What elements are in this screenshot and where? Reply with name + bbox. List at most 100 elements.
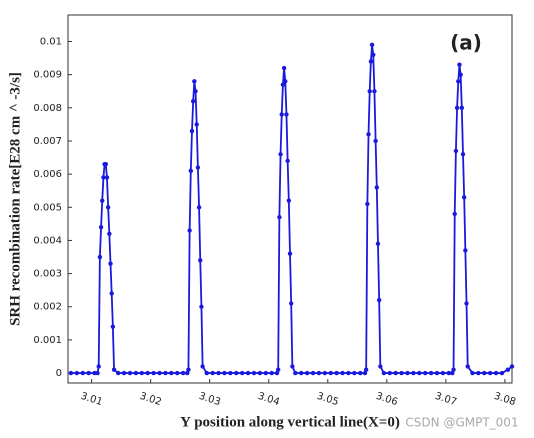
data-point <box>274 370 280 376</box>
data-point <box>428 370 434 376</box>
data-point <box>210 370 215 376</box>
y-tick-label: 0 <box>56 368 62 379</box>
data-point <box>257 370 263 376</box>
data-point <box>97 254 103 260</box>
data-point <box>487 370 493 376</box>
data-point <box>456 79 461 84</box>
data-point <box>464 301 469 306</box>
data-point <box>450 370 455 376</box>
y-tick-label: 0.001 <box>33 335 62 346</box>
data-point <box>169 370 174 376</box>
data-point <box>367 89 372 94</box>
data-point <box>222 370 227 376</box>
data-point <box>476 370 481 376</box>
data-point <box>103 161 108 167</box>
data-point <box>145 370 150 376</box>
data-point <box>101 175 106 180</box>
data-point <box>109 291 114 296</box>
data-point <box>80 370 85 376</box>
data-point <box>509 364 515 369</box>
data-point <box>285 158 290 164</box>
data-point <box>368 59 374 64</box>
data-point <box>139 370 145 376</box>
data-point <box>180 370 186 376</box>
data-point <box>451 367 456 372</box>
data-point <box>74 370 80 376</box>
x-tick-label: 3.07 <box>433 391 458 408</box>
data-point <box>362 370 368 376</box>
x-tick-label: 3.05 <box>315 391 340 408</box>
y-tick-label: 0.003 <box>33 269 62 280</box>
data-point <box>195 165 201 170</box>
watermark: CSDN @GMPT_001 <box>405 416 518 430</box>
x-tick-label: 3.06 <box>374 391 399 408</box>
x-tick-label: 3.03 <box>197 391 222 408</box>
data-point <box>505 367 511 372</box>
data-point <box>365 201 370 207</box>
data-point <box>68 370 74 376</box>
data-point <box>188 168 194 174</box>
data-point <box>499 370 505 376</box>
data-point <box>127 370 133 376</box>
data-point <box>358 370 363 376</box>
data-point <box>293 370 298 376</box>
data-point <box>440 370 446 376</box>
data-point <box>107 231 112 237</box>
data-point <box>482 370 487 376</box>
data-point <box>287 251 293 256</box>
data-point <box>269 370 274 376</box>
data-point <box>458 72 463 77</box>
data-point <box>316 370 322 376</box>
data-point <box>281 65 287 71</box>
x-tick-label: 3.04 <box>256 391 281 408</box>
data-point <box>157 370 162 376</box>
x-tick-label: 3.01 <box>79 391 104 408</box>
data-point <box>346 370 351 376</box>
data-point <box>115 370 121 376</box>
data-point <box>286 198 292 203</box>
data-point <box>423 370 428 376</box>
data-point <box>216 370 221 376</box>
data-point <box>175 370 180 376</box>
data-point <box>405 370 410 376</box>
data-point <box>251 370 257 376</box>
data-point <box>283 79 288 84</box>
y-tick-label: 0.008 <box>33 103 62 114</box>
data-point <box>322 370 328 376</box>
data-point <box>193 89 198 94</box>
x-tick-label: 3.02 <box>138 391 163 408</box>
data-point <box>277 215 282 220</box>
data-point <box>280 82 286 87</box>
data-point <box>470 370 475 376</box>
data-point <box>204 370 209 376</box>
y-tick-label: 0.01 <box>40 37 62 48</box>
x-tick-label: 3.08 <box>492 391 517 408</box>
data-point <box>228 370 233 376</box>
data-point <box>185 370 190 376</box>
data-point <box>98 224 104 230</box>
data-point <box>375 241 381 246</box>
data-point <box>373 138 378 144</box>
data-point <box>465 364 470 369</box>
x-axis-title: Y position along vertical line(X=0) <box>180 414 400 430</box>
data-point <box>454 105 460 111</box>
data-point <box>352 370 357 376</box>
data-point <box>387 370 392 376</box>
data-point <box>279 112 284 117</box>
data-point <box>110 324 116 329</box>
data-point <box>121 370 127 376</box>
data-point <box>310 370 316 376</box>
data-point <box>86 370 91 376</box>
data-point <box>278 152 283 157</box>
y-tick-label: 0.006 <box>33 169 62 180</box>
data-point <box>381 370 387 376</box>
data-point <box>434 370 440 376</box>
data-point <box>105 205 111 210</box>
data-point <box>196 205 202 210</box>
data-point <box>234 370 239 376</box>
data-point <box>284 112 289 117</box>
data-point <box>133 370 139 376</box>
data-point <box>446 370 452 376</box>
data-point <box>163 370 168 376</box>
